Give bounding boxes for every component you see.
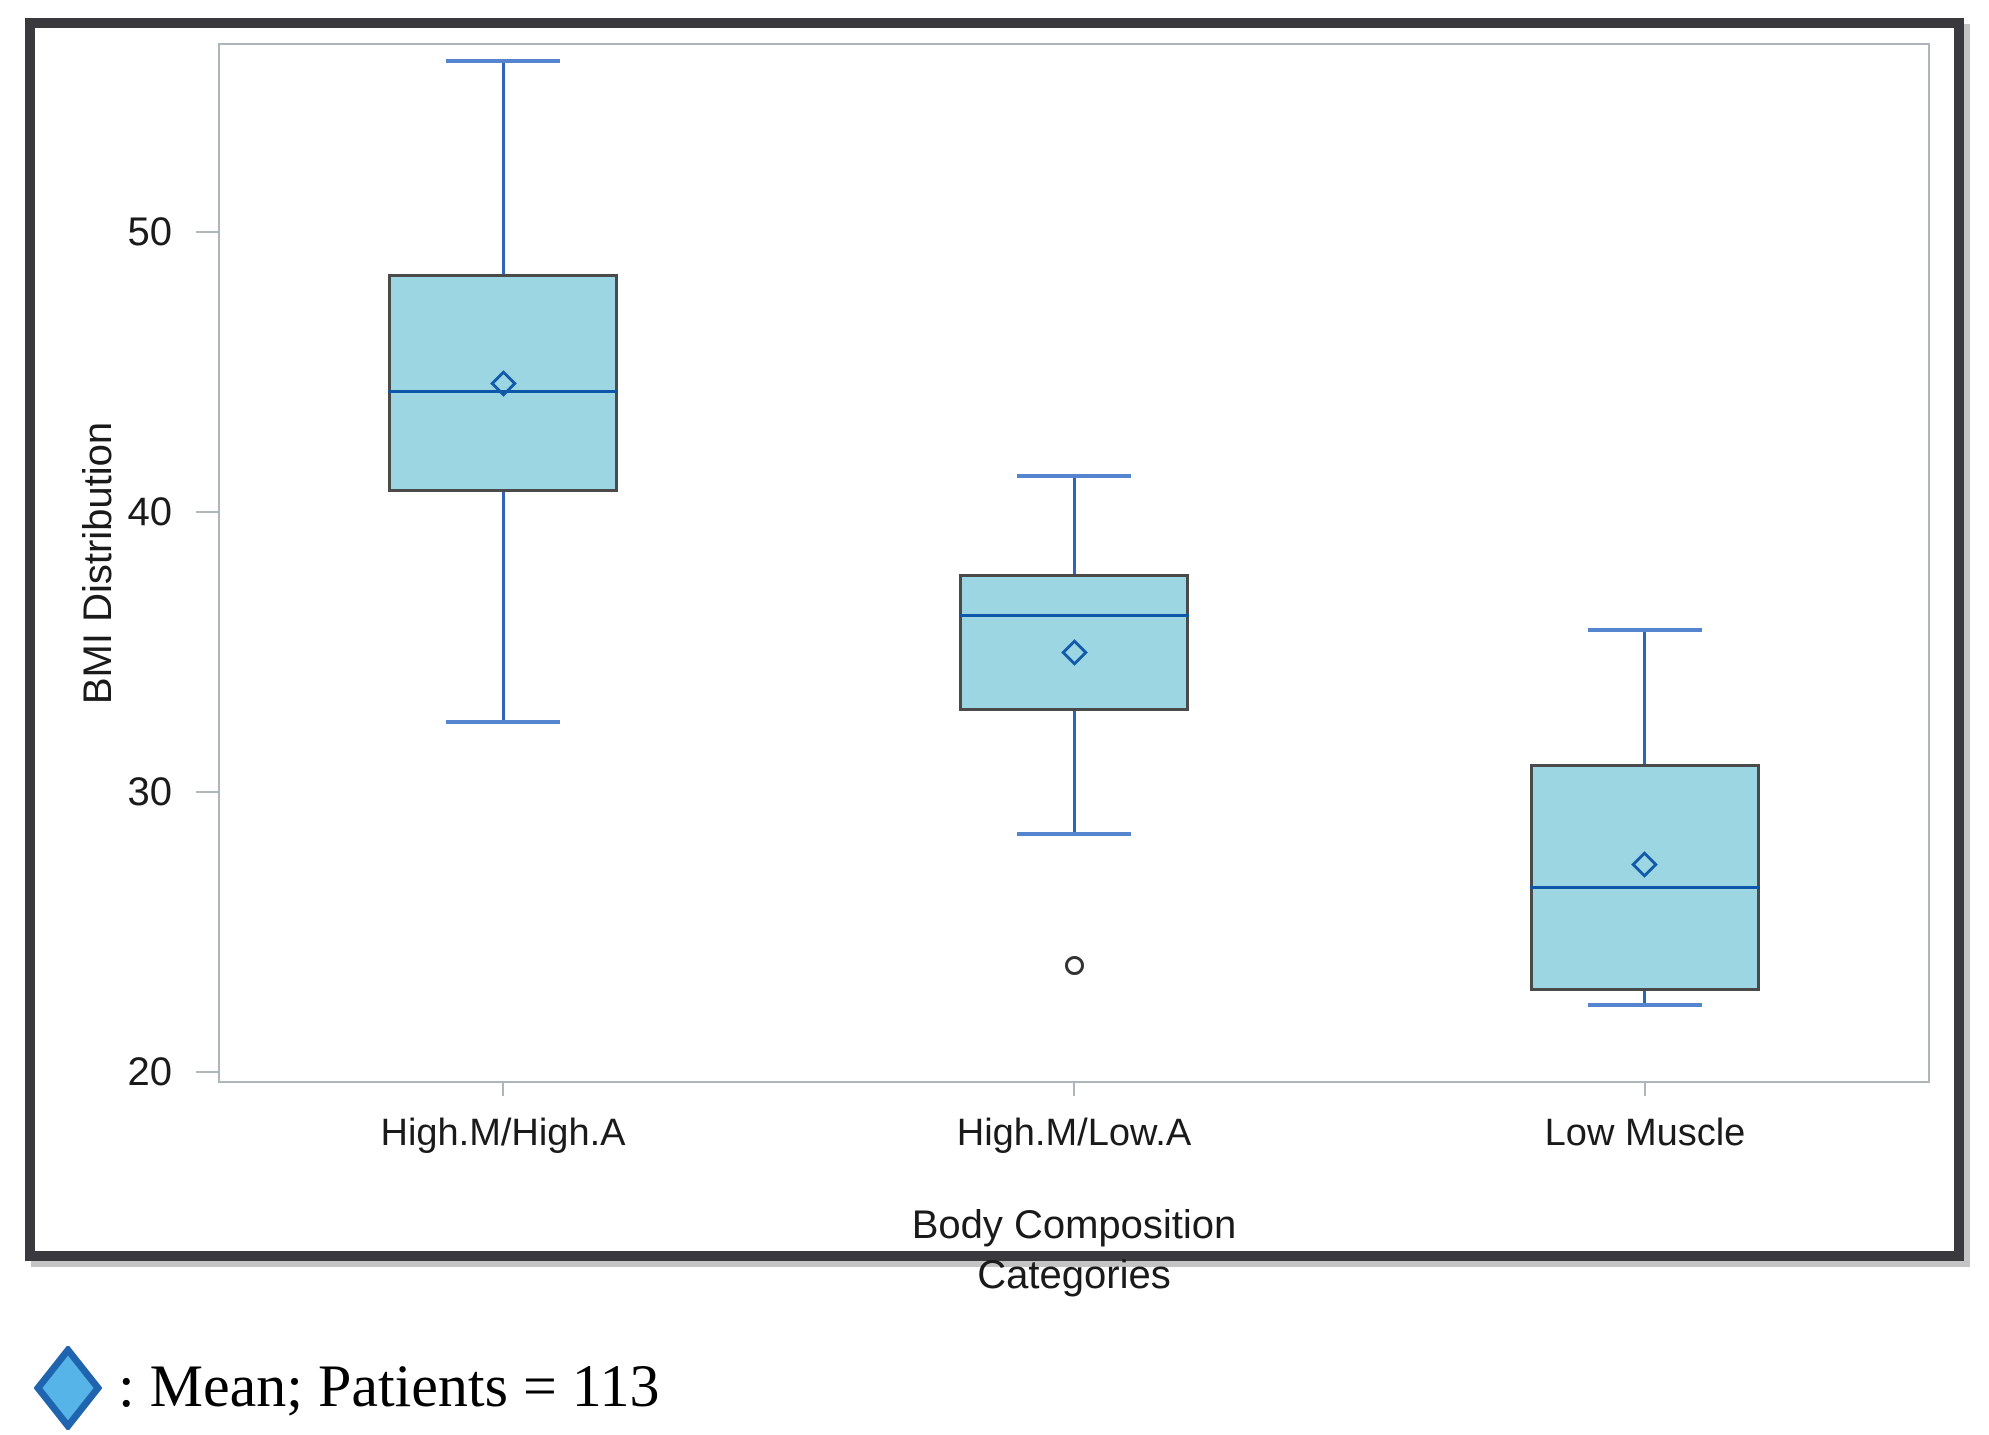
x-tick-mark — [1073, 1083, 1075, 1096]
whisker-lower-cap — [1017, 832, 1131, 836]
mean-diamond-icon — [34, 1346, 102, 1430]
whisker-upper-line — [1072, 475, 1076, 574]
whisker-upper-cap — [1587, 627, 1702, 632]
y-tick-label-20: 20 — [127, 1050, 173, 1094]
x-category-label-3: Low Muscle — [1544, 1112, 1746, 1154]
whisker-upper-cap — [446, 59, 561, 64]
box-iqr — [959, 573, 1189, 711]
median-line — [1529, 885, 1760, 889]
y-tick-mark — [196, 791, 218, 793]
whisker-lower-line — [1072, 710, 1076, 834]
y-tick-mark — [196, 231, 218, 233]
legend: : Mean; Patients = 113 — [34, 1346, 1434, 1435]
x-category-label-1: High.M/High.A — [380, 1112, 626, 1154]
outlier-point — [1064, 956, 1084, 976]
y-tick-label-50: 50 — [127, 210, 173, 254]
box-iqr — [1529, 764, 1760, 991]
whisker-lower-cap — [1587, 1002, 1702, 1007]
median-line — [388, 390, 619, 394]
y-tick-mark — [196, 1071, 218, 1073]
y-tick-label-40: 40 — [127, 490, 173, 534]
whisker-upper-line — [1643, 629, 1647, 764]
y-tick-mark — [196, 511, 218, 513]
x-axis-title: Body Composition Categories — [911, 1203, 1237, 1297]
x-category-label-2: High.M/Low.A — [956, 1112, 1192, 1154]
whisker-lower-line — [501, 492, 505, 722]
whisker-upper-line — [501, 61, 505, 274]
x-tick-mark — [1643, 1083, 1646, 1096]
x-tick-mark — [502, 1083, 505, 1096]
y-tick-label-30: 30 — [127, 770, 173, 814]
whisker-upper-cap — [1017, 473, 1131, 478]
whisker-lower-line — [1643, 990, 1647, 1005]
median-line — [959, 614, 1189, 618]
box-iqr — [388, 274, 619, 493]
legend-text: : Mean; Patients = 113 — [118, 1353, 660, 1419]
whisker-lower-cap — [446, 720, 561, 724]
